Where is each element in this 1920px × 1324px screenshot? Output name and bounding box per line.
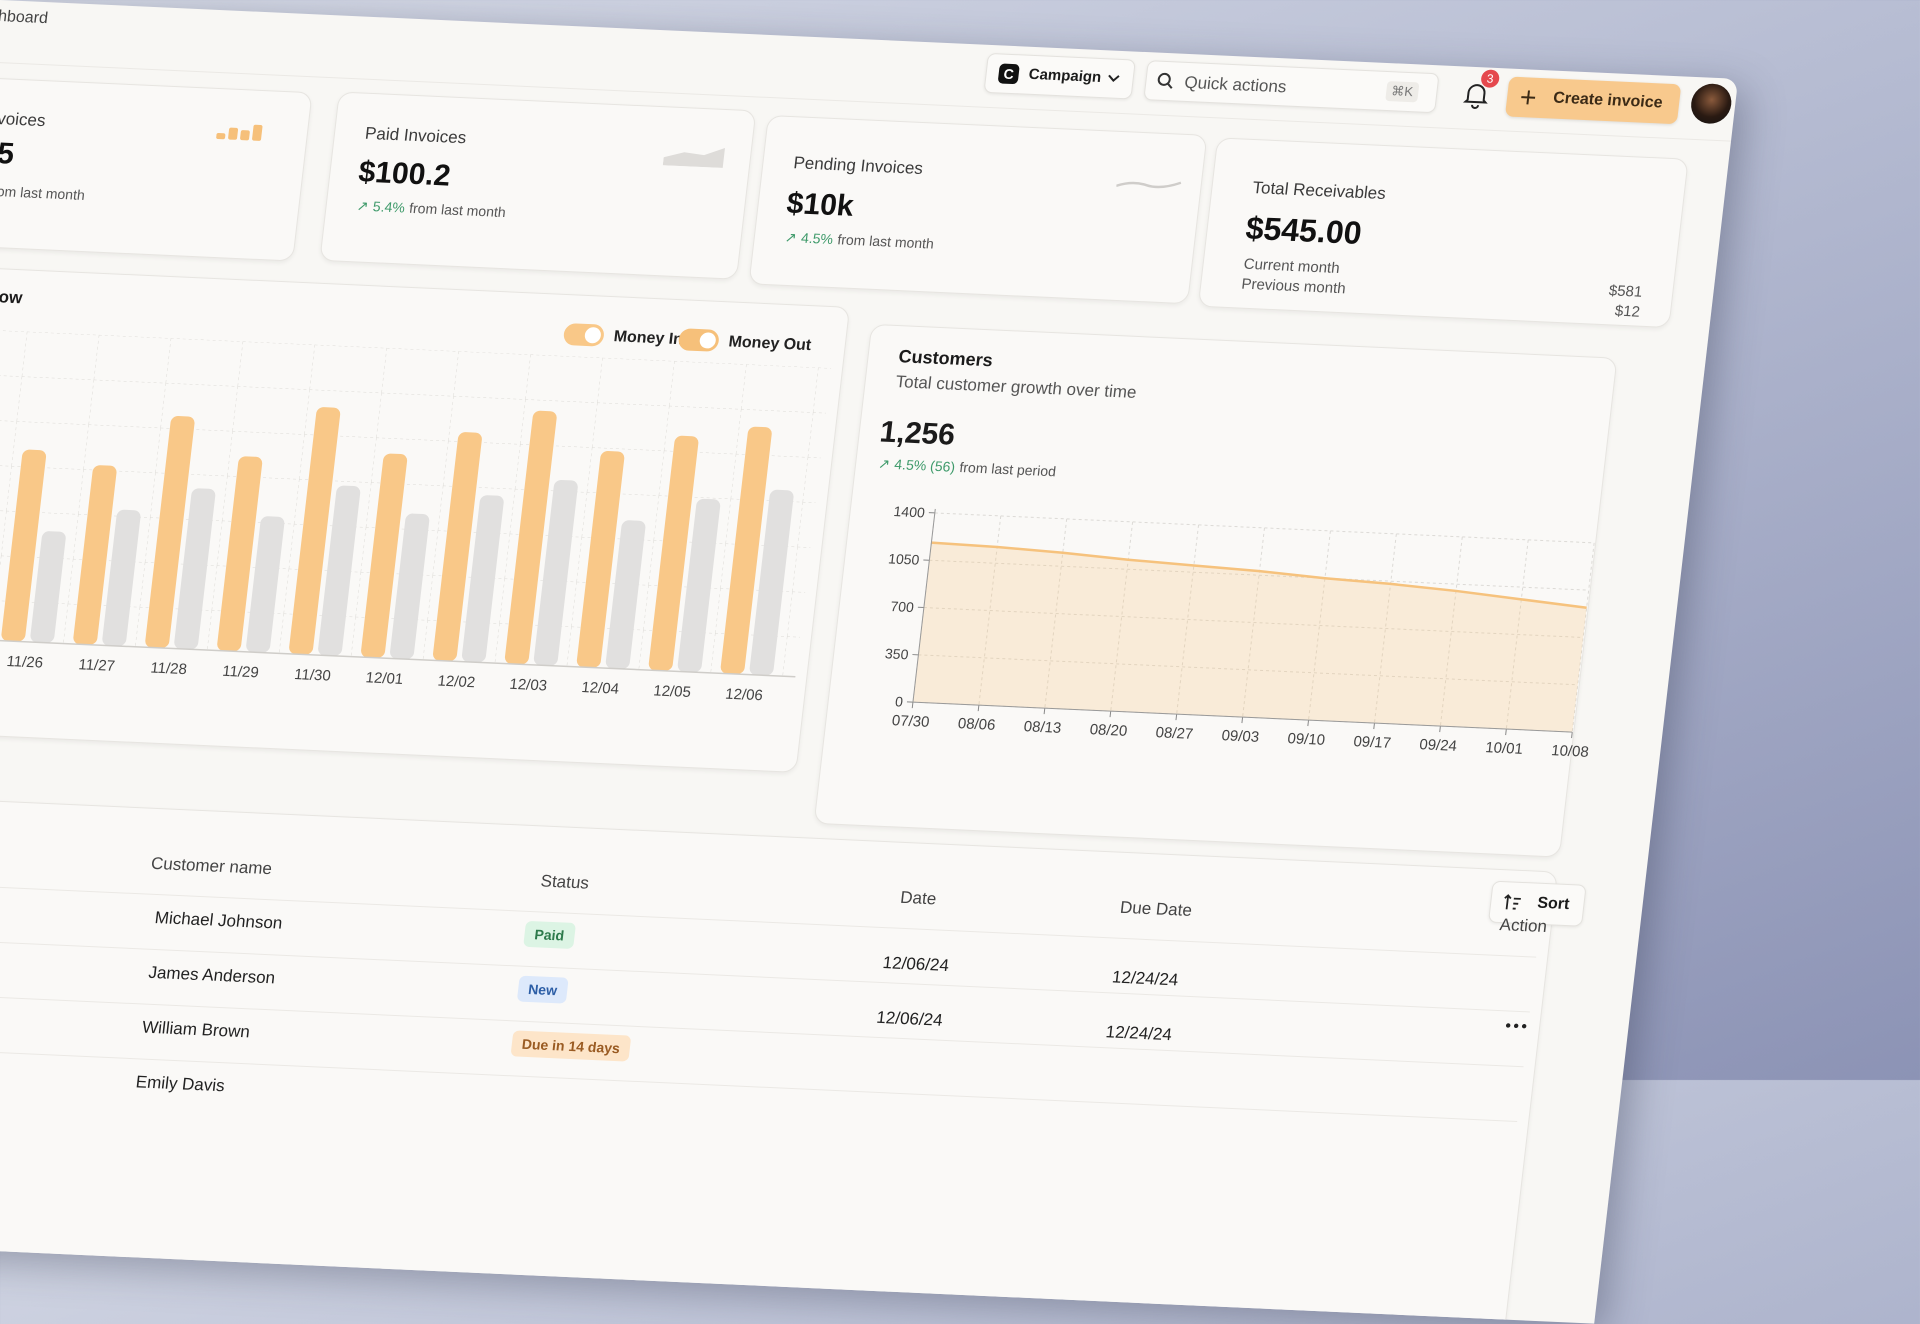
dashboard-window: hboard C Campaign Quick actions ⌘K 3 Cre… — [0, 0, 1738, 1324]
status-badge: Paid — [523, 921, 576, 949]
row-action-icon[interactable] — [1504, 1021, 1529, 1030]
column-header: Action — [1499, 915, 1549, 937]
customer-name: Emily Davis — [135, 1072, 226, 1096]
invoice-table: Customer name Status Date Due Date Action Mic… — [0, 0, 1738, 1324]
column-header: Customer name — [150, 854, 273, 879]
invoice-date: 12/06/24 — [875, 1008, 943, 1031]
page: Dashboard html, body { margin: 0; paddin… — [0, 0, 1920, 1080]
customer-name: William Brown — [141, 1018, 251, 1043]
desktop: { "header": { "breadcrumb": "hboard", "c… — [0, 0, 1920, 1080]
column-header: Status — [540, 871, 590, 893]
due-date: 12/24/24 — [1105, 1022, 1173, 1045]
due-date: 12/24/24 — [1111, 967, 1179, 990]
invoice-date: 12/06/24 — [882, 953, 950, 976]
status-badge: New — [517, 976, 569, 1004]
column-header: Date — [899, 888, 937, 910]
row-divider — [0, 1047, 1517, 1122]
customer-name: James Anderson — [147, 963, 276, 989]
customer-name: Michael Johnson — [154, 908, 284, 934]
status-badge: Due in 14 days — [510, 1030, 631, 1061]
column-header: Due Date — [1119, 898, 1193, 921]
